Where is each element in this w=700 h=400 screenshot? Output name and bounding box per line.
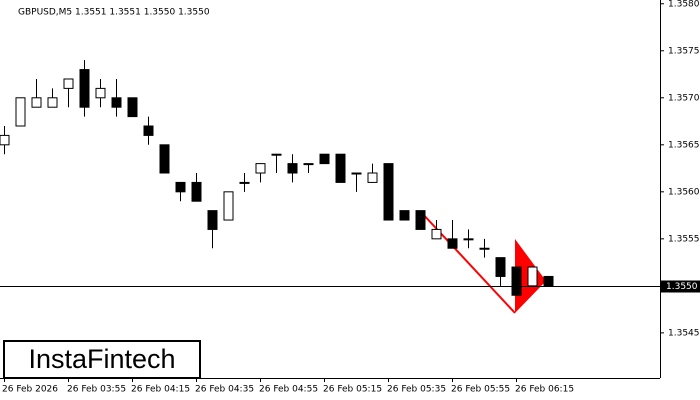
x-tick-label: 26 Feb 05:15 xyxy=(323,385,382,395)
candle-body xyxy=(351,172,362,175)
candle-body xyxy=(303,163,314,166)
candle-body xyxy=(223,191,234,221)
x-tick-label: 26 Feb 03:55 xyxy=(67,385,126,395)
candle-body xyxy=(111,97,122,108)
candle-body xyxy=(399,210,410,221)
logo-box xyxy=(3,340,201,379)
candle-body xyxy=(367,172,378,183)
candle-body xyxy=(127,97,138,118)
candle-body xyxy=(79,69,90,108)
candle-body xyxy=(335,153,346,183)
y-tick-label: 1.3565 xyxy=(668,140,700,150)
candle-body xyxy=(415,210,426,230)
candle-body xyxy=(63,78,74,89)
current-price-label: 1.3550 xyxy=(666,282,698,292)
logo: InstaFintech xyxy=(3,340,201,379)
candle-body xyxy=(175,181,186,193)
candle-body xyxy=(15,97,26,127)
y-tick-label: 1.3580 xyxy=(668,0,700,9)
x-tick-label: 26 Feb 05:35 xyxy=(387,385,446,395)
y-tick-label: 1.3560 xyxy=(668,187,700,197)
candle-body xyxy=(383,163,394,221)
candle-body xyxy=(431,228,442,240)
candle-body xyxy=(143,125,154,136)
candle-body xyxy=(527,266,538,287)
y-tick-label: 1.3570 xyxy=(668,93,700,103)
candle-body xyxy=(255,163,266,174)
y-tick-label: 1.3545 xyxy=(668,328,700,338)
x-tick-label: 26 Feb 04:15 xyxy=(131,385,190,395)
candle-body xyxy=(207,210,218,230)
candle-body xyxy=(271,153,282,156)
logo-text: InstaFintech xyxy=(28,344,175,374)
x-tick-label: 26 Feb 06:15 xyxy=(515,385,574,395)
candle-body xyxy=(463,238,474,241)
candle-body xyxy=(239,181,250,184)
candle-body xyxy=(287,163,298,174)
y-tick-label: 1.3555 xyxy=(668,234,700,244)
y-tick-label: 1.3575 xyxy=(668,46,700,56)
candle-body xyxy=(479,247,490,250)
candle-body xyxy=(95,87,106,99)
candle-body xyxy=(447,238,458,249)
candle-body xyxy=(319,153,330,165)
candle-body xyxy=(543,275,554,287)
pattern-line xyxy=(419,210,516,314)
x-tick-label: 26 Feb 05:55 xyxy=(451,385,510,395)
chart-title: GBPUSD,M5 1.3551 1.3551 1.3550 1.3550 xyxy=(18,8,210,18)
candle-body xyxy=(511,266,522,296)
x-tick-label: 26 Feb 2026 xyxy=(2,385,58,395)
current-price-box xyxy=(661,280,700,293)
x-tick-label: 26 Feb 04:35 xyxy=(195,385,254,395)
candle-body xyxy=(0,134,10,146)
x-tick-label: 26 Feb 04:55 xyxy=(259,385,318,395)
candle-body xyxy=(191,181,202,202)
candle-body xyxy=(159,144,170,174)
candle-body xyxy=(495,257,506,277)
candle-body xyxy=(47,97,58,108)
candle-body xyxy=(31,97,42,108)
